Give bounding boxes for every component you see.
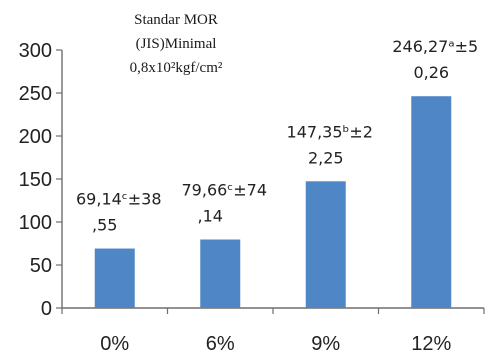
data-label-line-2: ,14 <box>198 206 223 225</box>
y-tick-label: 0 <box>41 298 52 320</box>
x-category-label: 0% <box>100 333 129 355</box>
y-tick-label: 50 <box>30 255 52 277</box>
data-label-line-2: 2,25 <box>308 148 344 167</box>
y-tick-label: 300 <box>19 40 52 62</box>
data-label-line-1: 147,35ᵇ±2 <box>287 122 373 141</box>
bar-12pct <box>411 96 452 309</box>
x-category-label: 12% <box>411 333 451 355</box>
annotation-line-1: Standar MOR <box>134 12 218 28</box>
bar-6pct <box>200 239 241 308</box>
y-tick-label: 250 <box>19 83 52 105</box>
y-tick-label: 100 <box>19 212 52 234</box>
data-label-line-1: 246,27ᵃ±5 <box>392 37 478 56</box>
bar-9pct <box>305 181 346 308</box>
y-tick-label: 150 <box>19 169 52 191</box>
y-tick-label: 200 <box>19 126 52 148</box>
x-category-label: 6% <box>206 333 235 355</box>
annotation-line-2: (JIS)Minimal <box>136 36 217 52</box>
data-label-line-2: ,55 <box>92 216 117 235</box>
standard-annotation: Standar MOR (JIS)Minimal 0,8x10²kgf/cm² <box>130 12 223 76</box>
x-category-label: 9% <box>311 333 340 355</box>
data-label-line-2: 0,26 <box>413 63 449 82</box>
plot-area: 0 50 100 150 200 250 300 0% 69,14ᶜ±38 ,55 6% 79,66ᶜ… <box>19 37 485 355</box>
annotation-line-3: 0,8x10²kgf/cm² <box>130 60 223 76</box>
data-label-line-1: 79,66ᶜ±74 <box>182 180 268 199</box>
bar-0pct <box>94 248 135 308</box>
data-label-line-1: 69,14ᶜ±38 <box>76 190 162 209</box>
